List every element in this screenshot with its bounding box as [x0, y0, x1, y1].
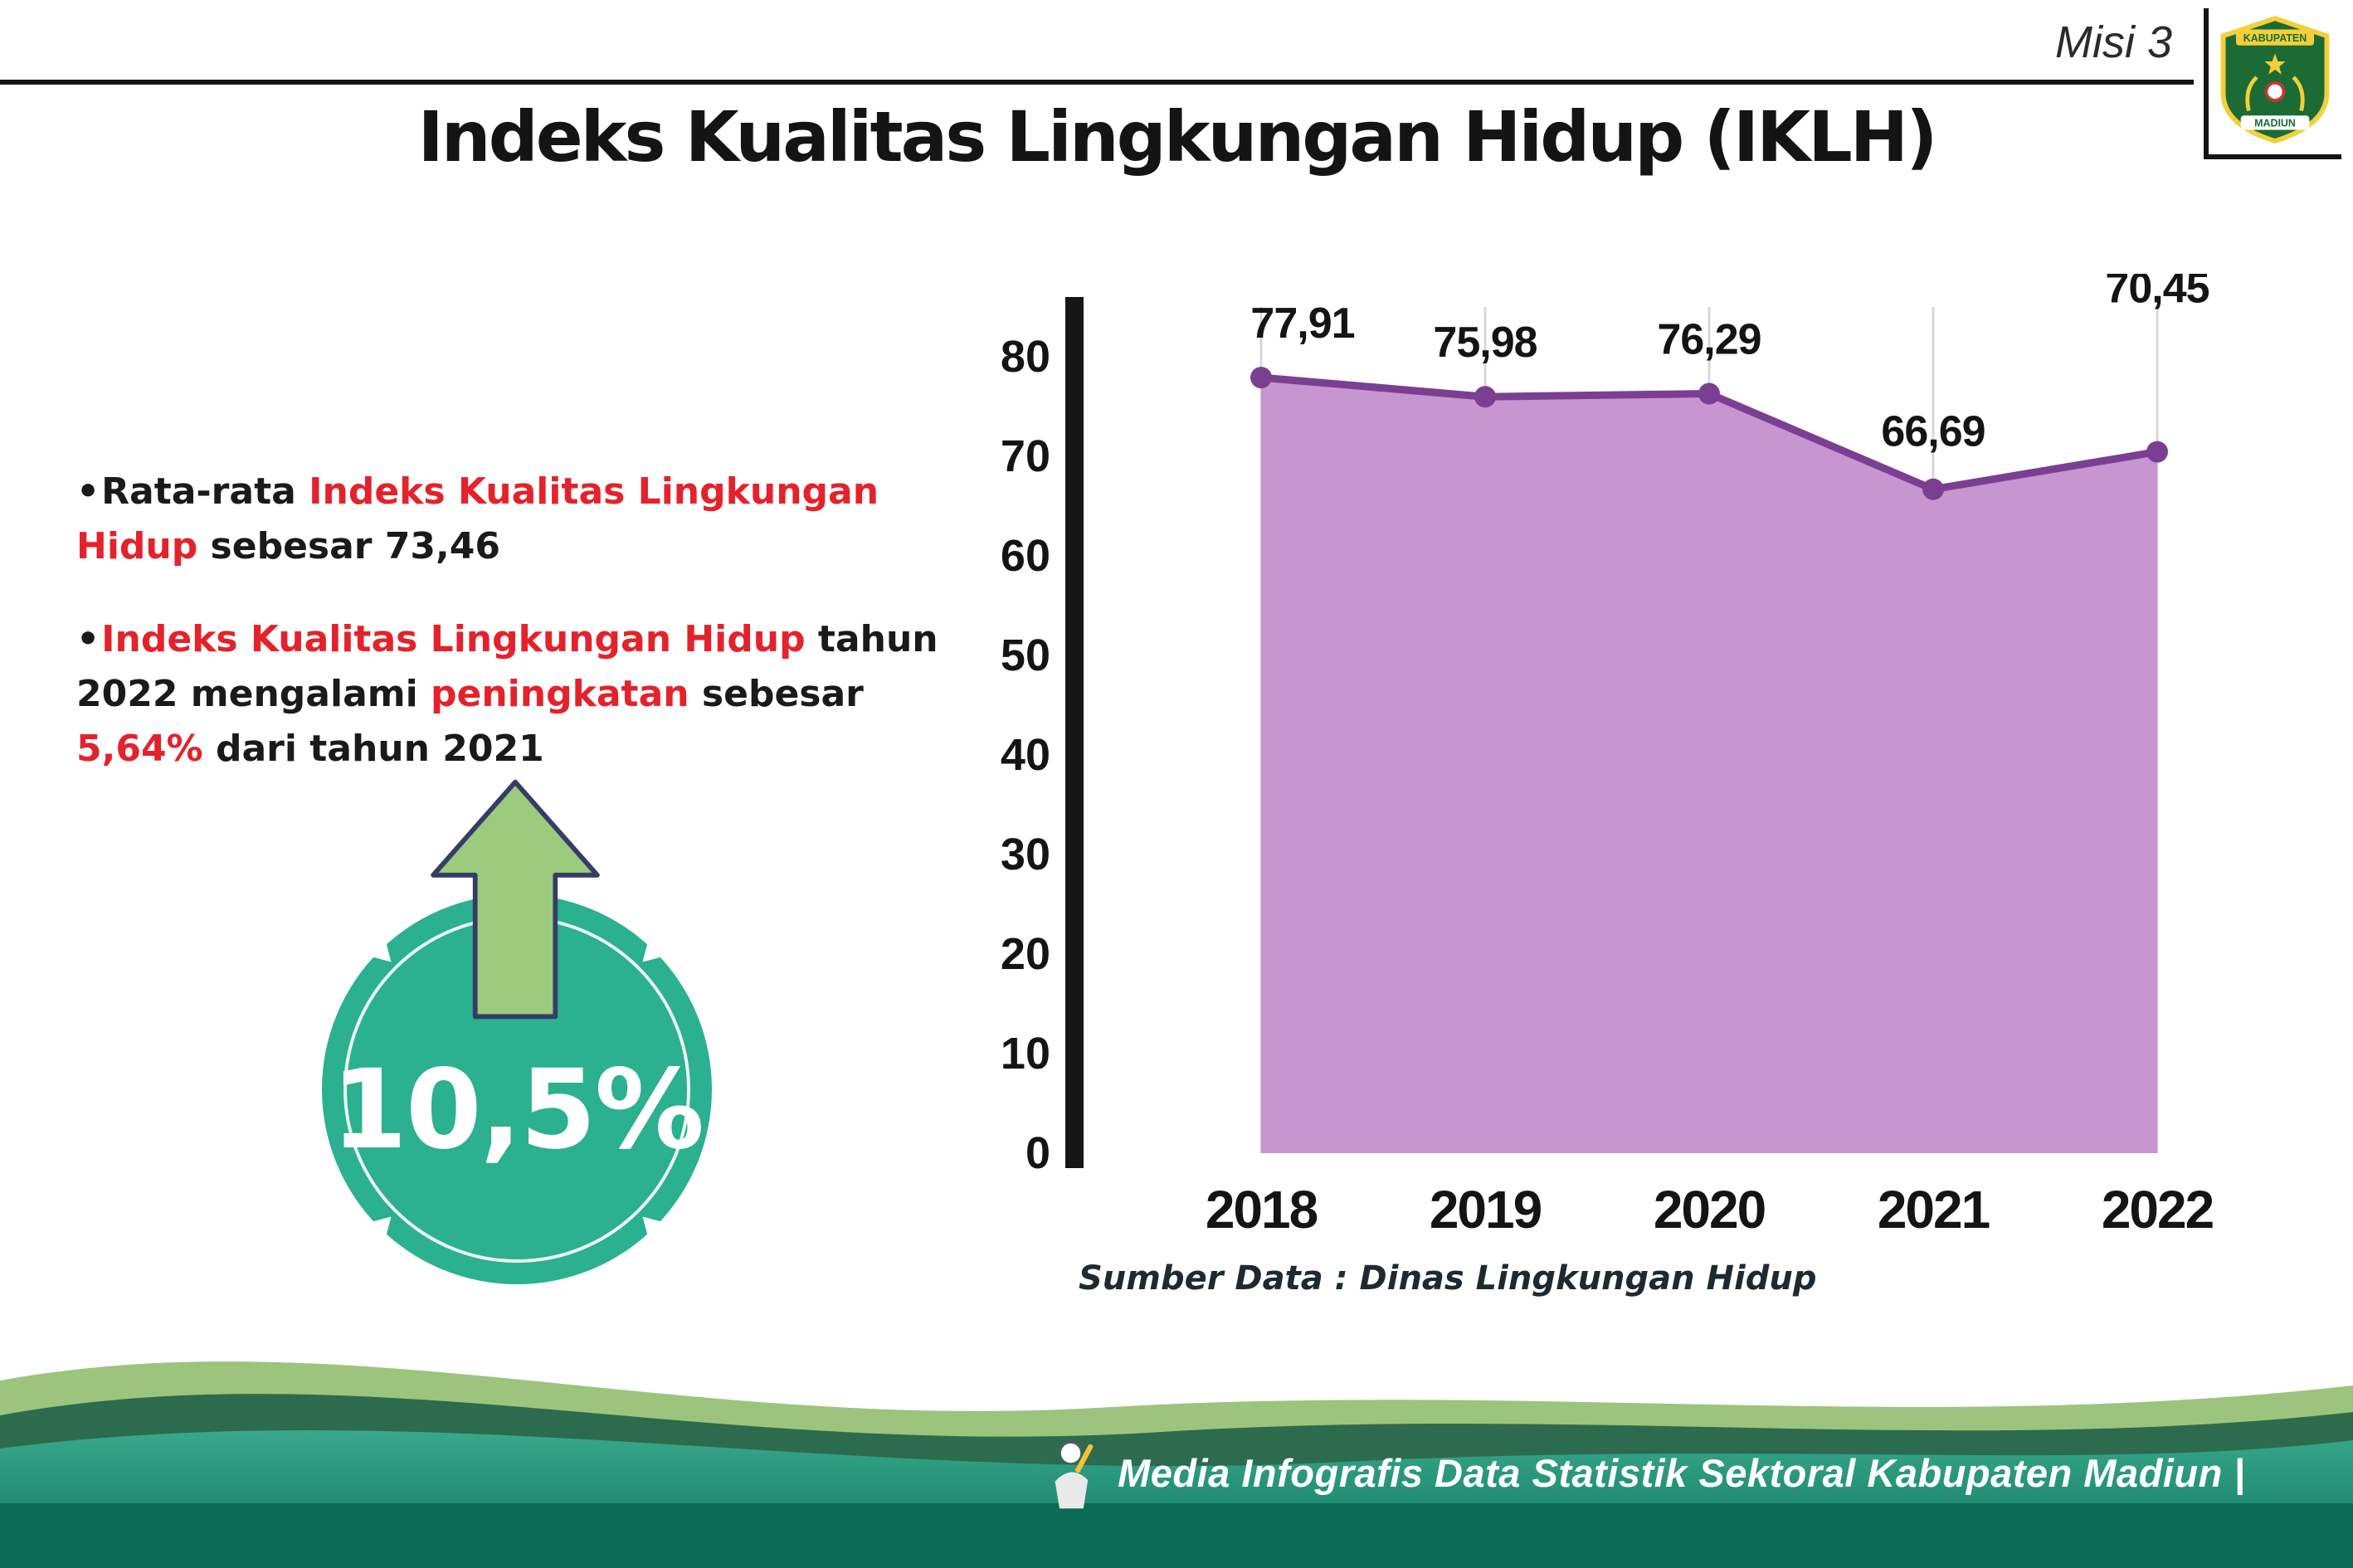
x-tick-label: 2018 [1206, 1180, 1318, 1239]
plain-text: sebesar 73,46 [197, 525, 500, 567]
logo-rice-left [2245, 75, 2258, 111]
data-label: 77,91 [1250, 299, 1354, 348]
highlight-text: peningkatan [431, 673, 689, 715]
up-arrow-icon [431, 779, 600, 1020]
increase-badge: 10,5% [322, 778, 720, 1297]
highlight-text: Indeks Kualitas Lingkungan Hidup [101, 618, 806, 660]
kabupaten-madiun-logo: KABUPATEN MADIUN [2204, 8, 2341, 159]
source-note: Sumber Data : Dinas Lingkungan Hidup [1079, 1259, 1817, 1298]
plain-text: sebesar [689, 673, 864, 715]
misi-label: Misi 3 [2054, 17, 2172, 67]
logo-bottom-banner [2240, 115, 2310, 130]
logo-crest-icon: KABUPATEN MADIUN [2220, 16, 2330, 144]
y-axis [1065, 297, 1084, 1168]
data-label: 70,45 [2105, 274, 2209, 313]
bullet-dot: • [76, 618, 100, 660]
bullet-item: •Indeks Kualitas Lingkungan Hidup tahun … [76, 612, 972, 777]
y-tick-label: 50 [1001, 631, 1050, 680]
y-tick-label: 30 [1001, 830, 1050, 879]
highlight-text: Indeks Kualitas Lingkungan Hidup [76, 470, 879, 567]
data-label: 66,69 [1881, 408, 1985, 456]
footer-waves [0, 1361, 2353, 1568]
plain-text: Rata-rata [101, 470, 309, 513]
data-point [1922, 478, 1944, 500]
area-fill [1261, 377, 2157, 1153]
badge-value: 10,5% [331, 1046, 704, 1174]
footer: Media Infografis Data Statistik Sektoral… [1045, 1435, 2245, 1510]
x-tick-label: 2021 [1878, 1180, 1990, 1239]
logo-bottom-text: MADIUN [2254, 118, 2296, 129]
x-tick-label: 2019 [1430, 1180, 1542, 1239]
y-tick-label: 40 [1001, 730, 1050, 780]
y-tick-label: 70 [1001, 431, 1050, 481]
logo-star-icon [2264, 53, 2286, 75]
logo-rice-right [2292, 75, 2305, 111]
page-title: Indeks Kualitas Lingkungan Hidup (IKLH) [417, 96, 1938, 178]
data-point [2146, 441, 2168, 463]
mascot-icon [1055, 1441, 1094, 1509]
bullet-list: •Rata-rata Indeks Kualitas Lingkungan Hi… [76, 465, 972, 815]
data-point [1474, 386, 1496, 408]
plain-text: tahun 2022 mengalami [76, 618, 938, 715]
logo-top-text: KABUPATEN [2243, 32, 2307, 44]
data-point [1250, 367, 1272, 389]
y-tick-label: 80 [1001, 332, 1050, 382]
footer-bottom-bar [0, 1503, 2353, 1568]
logo-center-emblem [2264, 80, 2286, 102]
footer-credit: Media Infografis Data Statistik Sektoral… [1118, 1450, 2245, 1495]
data-label: 76,29 [1657, 316, 1761, 364]
logo-top-banner [2235, 29, 2315, 46]
x-tick-label: 2022 [2102, 1180, 2214, 1239]
y-tick-label: 10 [1001, 1029, 1050, 1079]
highlight-text: 5,64% [76, 728, 203, 770]
header-divider [0, 80, 2194, 85]
x-tick-label: 2020 [1654, 1180, 1765, 1239]
data-label: 75,98 [1433, 319, 1537, 367]
iklh-area-chart: 0 10 20 30 40 50 60 70 80 77,91 75,98 76,29 66,69 70,… [1001, 274, 2215, 1239]
plain-text: dari tahun 2021 [202, 728, 544, 770]
y-tick-label: 20 [1001, 929, 1050, 979]
y-tick-label: 0 [1025, 1128, 1050, 1178]
bullet-item: •Rata-rata Indeks Kualitas Lingkungan Hi… [76, 465, 972, 574]
y-tick-label: 60 [1001, 531, 1050, 581]
bullet-dot: • [76, 470, 100, 513]
data-point [1698, 382, 1720, 405]
